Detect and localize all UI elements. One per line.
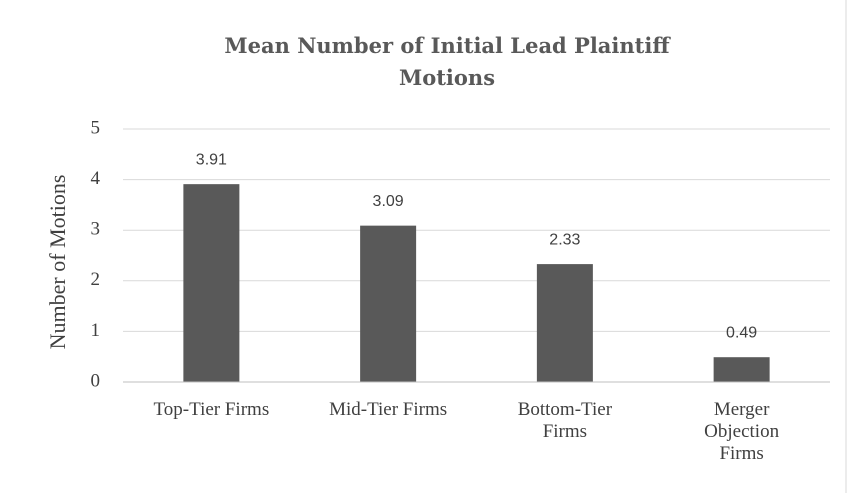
x-tick-label: Mid-Tier Firms [329,399,448,420]
data-label: 0.49 [726,324,757,341]
x-tick-label: Top-Tier Firms [153,399,270,420]
data-label: 3.91 [196,151,227,168]
y-tick-label: 5 [91,117,101,138]
y-tick-label: 0 [91,370,101,391]
bar [536,264,593,382]
chart-title: Mean Number of Initial Lead Plaintiff Mo… [224,33,670,90]
x-tick-label: Merger Objection Firms [704,399,780,464]
y-axis-label: Number of Motions [45,175,70,350]
y-tick-label: 1 [91,320,101,341]
x-tick-label: Bottom-Tier Firms [517,399,613,442]
y-tick-label: 2 [91,269,101,290]
data-label: 3.09 [373,193,404,210]
bar [183,184,240,382]
data-label: 2.33 [549,231,580,248]
y-tick-label: 3 [91,219,101,240]
bar [713,357,770,382]
y-tick-label: 4 [91,168,101,189]
bar [360,225,417,382]
